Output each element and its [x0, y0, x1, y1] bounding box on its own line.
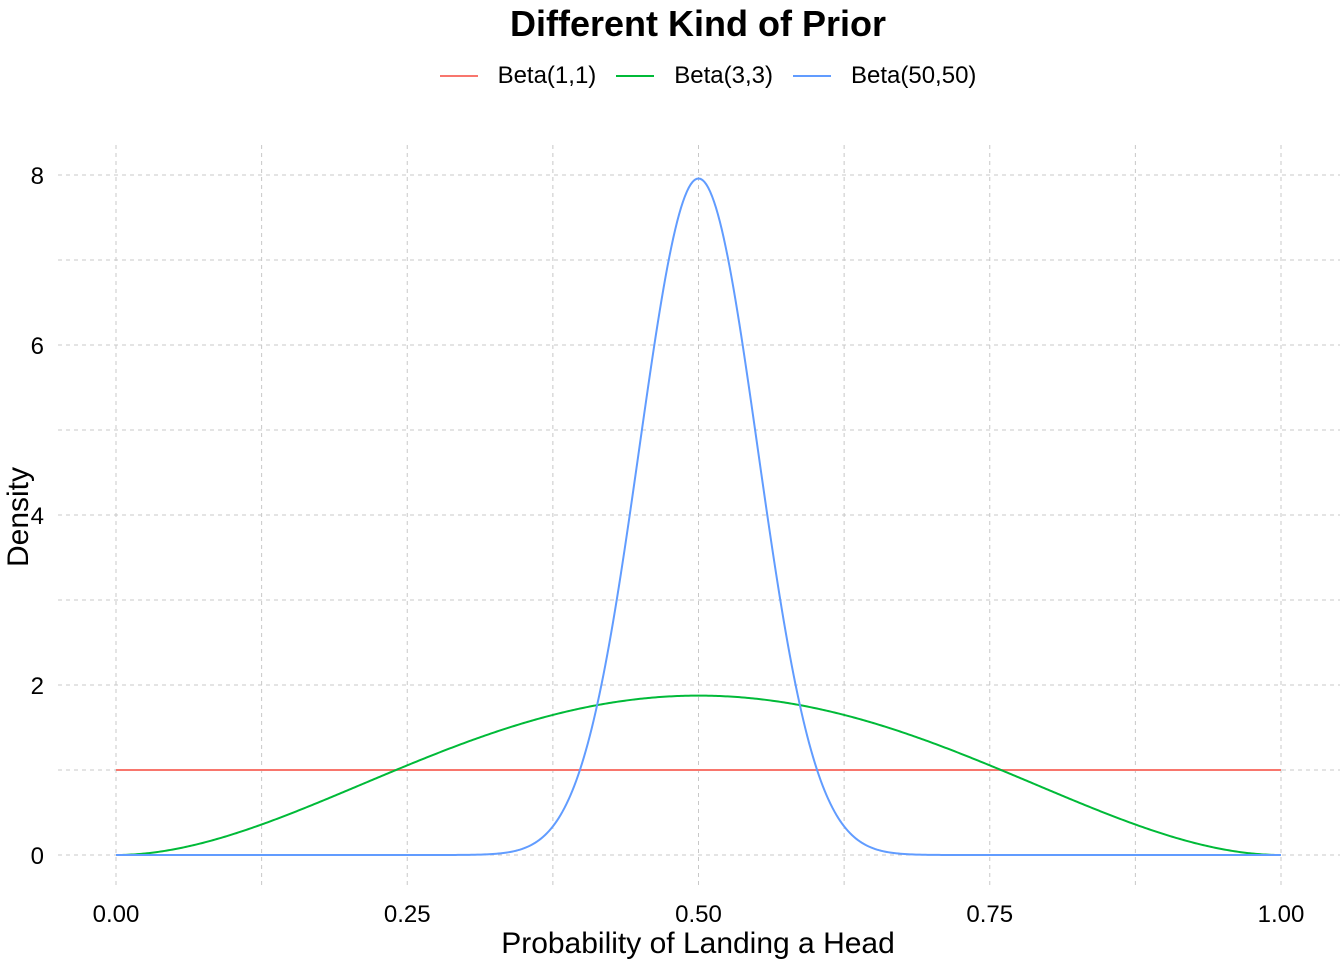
y-tick-label: 6 — [31, 333, 44, 360]
legend-label-beta-50-50: Beta(50,50) — [851, 62, 977, 89]
legend-key-beta-50-50 — [793, 75, 831, 77]
x-axis-title: Probability of Landing a Head — [501, 927, 895, 960]
x-tick-label: 0.50 — [675, 901, 722, 928]
x-tick-label: 0.75 — [966, 901, 1013, 928]
x-tick-label: 0.00 — [93, 901, 140, 928]
y-tick-label: 8 — [31, 163, 44, 190]
legend-label-beta-3-3: Beta(3,3) — [674, 62, 773, 89]
legend-key-beta-3-3 — [616, 75, 655, 77]
legend-item-beta-3-3: Beta(3,3) — [616, 62, 773, 90]
y-tick-label: 2 — [31, 673, 44, 700]
legend-label-beta-1-1: Beta(1,1) — [497, 62, 597, 89]
tick-labels: 0.00 0.25 0.50 0.75 1.00 0 2 4 6 8 — [31, 163, 1305, 928]
y-tick-label: 0 — [31, 843, 44, 870]
legend-item-beta-1-1: Beta(1,1) — [439, 62, 597, 90]
y-axis-title: Density — [2, 467, 35, 567]
series-lines — [115, 177, 1282, 856]
x-tick-label: 0.25 — [384, 901, 431, 928]
legend-item-beta-50-50: Beta(50,50) — [793, 62, 976, 90]
x-tick-label: 1.00 — [1258, 901, 1305, 928]
y-tick-label: 4 — [31, 503, 44, 530]
series-line-beta-3-3 — [115, 694, 1282, 856]
series-line-beta-50-50 — [116, 177, 1281, 856]
grid — [58, 145, 1340, 885]
legend-key-beta-1-1 — [439, 75, 478, 77]
legend: Beta(1,1) Beta(3,3) Beta(50,50) — [0, 62, 1344, 90]
chart-title: Different Kind of Prior — [510, 3, 886, 44]
